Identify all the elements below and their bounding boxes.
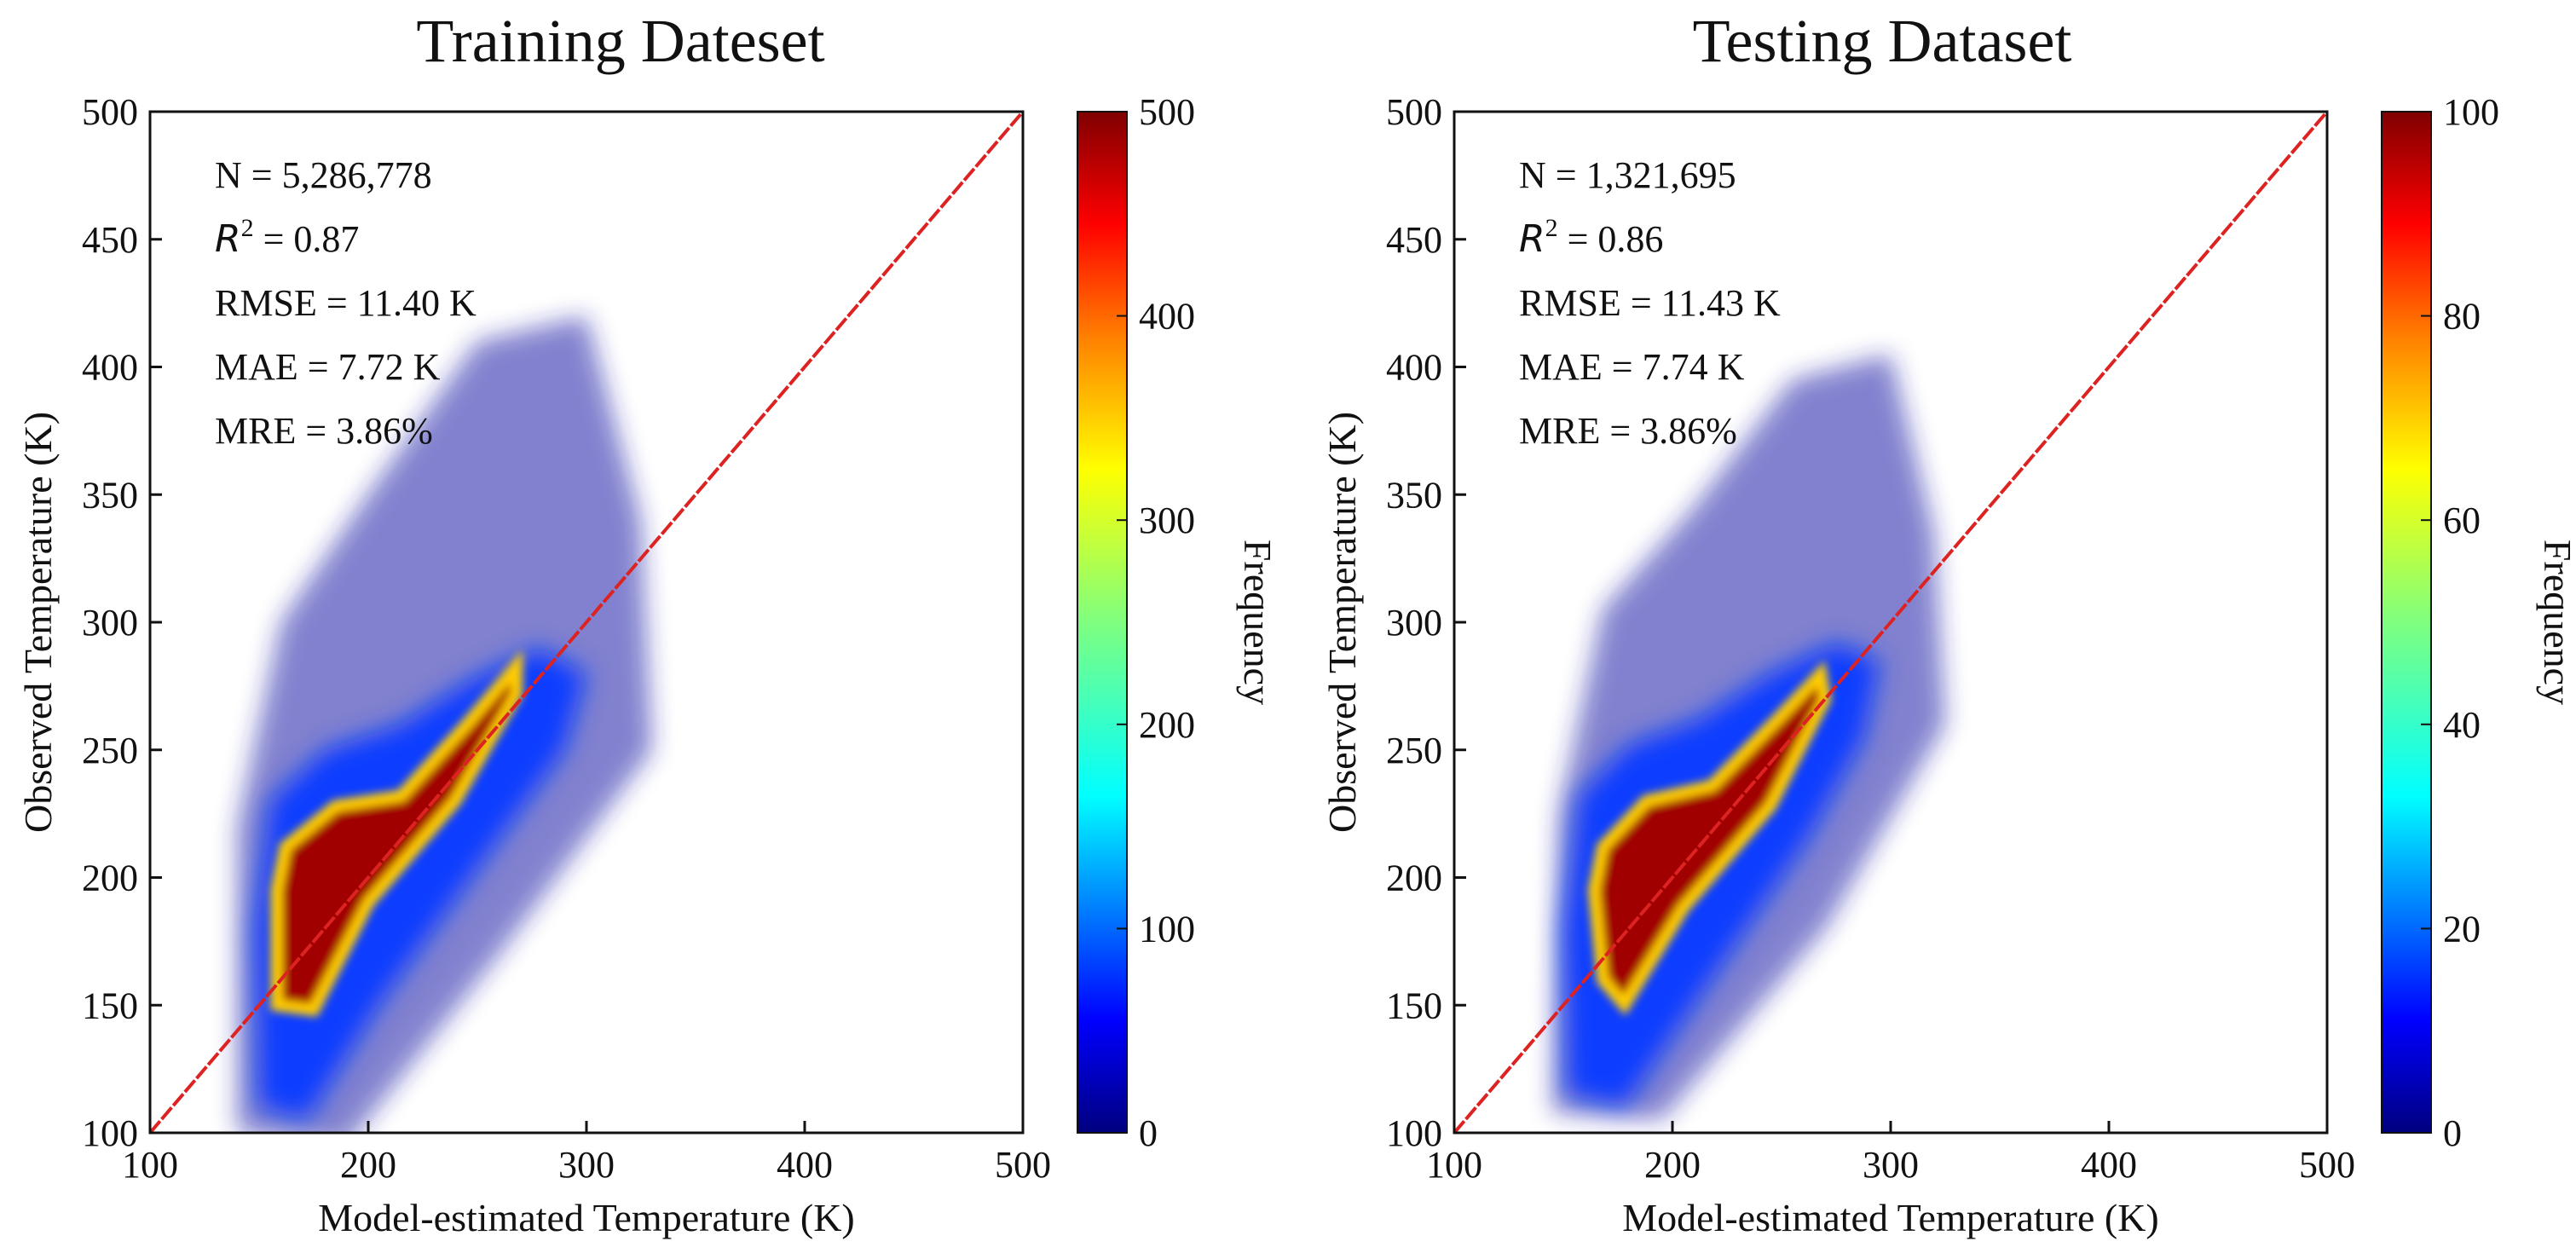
x-tick-label: 100 (1426, 1144, 1482, 1186)
r2-value: = 0.86 (1558, 218, 1664, 260)
colorbar-tick-label: 300 (1139, 499, 1195, 541)
panel-training: Training Dateset 100 200 300 400 500 100 150 2… (16, 7, 1279, 1239)
r2-exp: 2 (1545, 214, 1558, 242)
y-tick-label: 450 (82, 219, 138, 261)
colorbar-tick-label: 60 (2443, 499, 2481, 541)
colorbar-gradient-testing (2381, 111, 2432, 1134)
y-tick-label: 150 (82, 984, 138, 1026)
density-halo-training (254, 648, 586, 1120)
chart-title-training: Training Dateset (416, 7, 824, 75)
y-tick-label: 400 (82, 347, 138, 389)
x-ticks-testing: 100 200 300 400 500 (1426, 1121, 2355, 1186)
colorbar-tick-label: 0 (2443, 1112, 2462, 1154)
y-tick-label: 450 (1386, 219, 1442, 261)
r2-value: = 0.87 (254, 218, 360, 260)
r2-symbol: R (215, 217, 241, 261)
stat-mae-testing: MAE = 7.74 K (1519, 346, 1745, 388)
y-tick-label: 200 (82, 857, 138, 899)
stat-mre-training: MRE = 3.86% (215, 410, 433, 452)
y-tick-label: 350 (1386, 474, 1442, 516)
y-tick-label: 200 (1386, 857, 1442, 899)
colorbar-tick-label: 20 (2443, 908, 2481, 950)
panel-testing: Testing Dataset 100 200 300 400 500 10015020… (1320, 7, 2576, 1239)
y-tick-label: 350 (82, 474, 138, 516)
stat-n-training: N = 5,286,778 (215, 154, 432, 196)
colorbar-gradient-training (1077, 111, 1128, 1134)
density-layer-training (237, 315, 652, 1133)
colorbar-ticks-testing: 0 20 40 60 80 100 (2421, 91, 2499, 1154)
x-axis-label-testing: Model-estimated Temperature (K) (1622, 1196, 2158, 1239)
chart-title-testing: Testing Dataset (1693, 7, 2072, 75)
colorbar-tick-label: 400 (1139, 296, 1195, 338)
y-tick-label: 250 (1386, 730, 1442, 771)
y-tick-label: 300 (1386, 602, 1442, 644)
y-axis-label-testing: Observed Temperature (K) (1320, 412, 1364, 833)
density-core-testing (1587, 660, 1832, 1016)
stat-mae-training: MAE = 7.72 K (215, 346, 441, 388)
colorbar-tick-label: 100 (2443, 91, 2499, 133)
y-tick-label: 100 (1386, 1112, 1442, 1154)
colorbar-tick-label: 80 (2443, 296, 2481, 338)
x-tick-label: 300 (558, 1144, 615, 1186)
stats-box-training: N = 5,286,778 R2 = 0.87 RMSE = 11.40 K M… (215, 154, 477, 452)
y-ticks-training: 100 150 200 250 300 350 400 450 500 (82, 91, 162, 1154)
y-tick-label: 500 (1386, 91, 1442, 133)
colorbar-tick-label: 40 (2443, 704, 2481, 746)
identity-line-testing (1453, 110, 2329, 1135)
colorbar-ticks-training: 0 100 200 300 400 500 (1117, 91, 1195, 1154)
y-tick-label: 300 (82, 602, 138, 644)
stat-r2-training: R2 = 0.87 (215, 214, 359, 261)
y-tick-label: 250 (82, 730, 138, 771)
stats-box-testing: N = 1,321,695 R2 = 0.86 RMSE = 11.43 K M… (1519, 154, 1781, 452)
colorbar-label-training: Frequency (1236, 540, 1279, 705)
stat-rmse-testing: RMSE = 11.43 K (1519, 282, 1781, 324)
x-tick-label: 200 (1644, 1144, 1701, 1186)
y-tick-label: 500 (82, 91, 138, 133)
x-tick-label: 500 (995, 1144, 1051, 1186)
colorbar-tick-label: 0 (1139, 1112, 1158, 1154)
stat-r2-testing: R2 = 0.86 (1519, 214, 1663, 261)
density-core-training (270, 649, 523, 1017)
x-tick-label: 300 (1863, 1144, 1919, 1186)
colorbar-tick-label: 200 (1139, 704, 1195, 746)
x-tick-label: 500 (2299, 1144, 2355, 1186)
identity-line-training (148, 110, 1025, 1135)
y-tick-label: 150 (1386, 984, 1442, 1026)
x-ticks-training: 100 200 300 400 500 (122, 1121, 1051, 1186)
x-axis-label-training: Model-estimated Temperature (K) (318, 1196, 854, 1239)
colorbar-tick-label: 500 (1139, 91, 1195, 133)
y-tick-label: 100 (82, 1112, 138, 1154)
y-axis-label-training: Observed Temperature (K) (16, 412, 60, 833)
colorbar-training: 0 100 200 300 400 500 Frequency (1077, 91, 1279, 1154)
colorbar-testing: 0 20 40 60 80 100 Frequency (2381, 91, 2576, 1154)
stat-mre-testing: MRE = 3.86% (1519, 410, 1737, 452)
stat-n-testing: N = 1,321,695 (1519, 154, 1736, 196)
x-tick-label: 100 (122, 1144, 178, 1186)
y-ticks-testing: 100 150 200 250 300 350 400 450 500 (1386, 91, 1466, 1154)
colorbar-label-testing: Frequency (2536, 540, 2576, 705)
x-tick-label: 400 (2081, 1144, 2137, 1186)
r2-exp: 2 (241, 214, 254, 242)
stat-rmse-training: RMSE = 11.40 K (215, 282, 477, 324)
r2-symbol: R (1519, 217, 1545, 261)
density-layer-testing (1552, 354, 1945, 1120)
x-tick-label: 400 (777, 1144, 833, 1186)
colorbar-tick-label: 100 (1139, 908, 1195, 950)
x-tick-label: 200 (340, 1144, 396, 1186)
y-tick-label: 400 (1386, 347, 1442, 389)
